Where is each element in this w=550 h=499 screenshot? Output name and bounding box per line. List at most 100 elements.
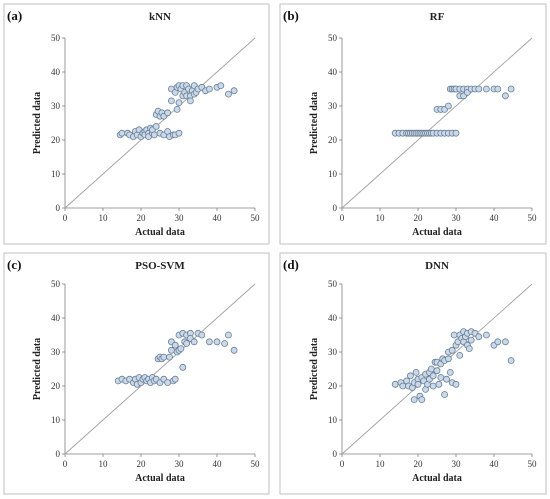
x-tick-label: 30 — [452, 213, 462, 223]
data-point — [391, 380, 399, 388]
y-tick-label: 10 — [328, 415, 338, 425]
chart-title: DNN — [425, 260, 449, 272]
data-point — [183, 340, 191, 347]
y-tick-label: 20 — [328, 381, 338, 391]
x-tick-label: 10 — [376, 213, 386, 223]
x-tick-label: 40 — [490, 213, 500, 223]
x-tick-label: 10 — [99, 459, 109, 469]
y-tick-label: 10 — [328, 169, 338, 179]
data-point — [456, 351, 464, 359]
data-point — [429, 372, 437, 380]
data-point — [205, 85, 213, 93]
x-tick-label: 0 — [63, 459, 68, 469]
panel-frame — [3, 3, 270, 245]
y-tick-label: 10 — [51, 169, 61, 179]
data-point — [190, 338, 198, 346]
y-tick-label: 50 — [51, 33, 61, 43]
reference-diagonal-line — [341, 37, 533, 209]
y-tick-label: 0 — [56, 203, 61, 213]
data-point — [446, 368, 454, 376]
x-tick-label: 0 — [340, 213, 345, 223]
data-point — [450, 331, 458, 339]
y-tick-label: 20 — [328, 135, 338, 145]
data-point — [205, 338, 213, 346]
data-point — [166, 353, 173, 361]
data-point — [467, 336, 475, 344]
data-point — [412, 368, 420, 376]
data-point — [150, 131, 158, 139]
data-point — [452, 380, 460, 388]
data-point — [448, 346, 456, 354]
panel-frame — [279, 3, 547, 245]
data-point — [175, 99, 183, 106]
y-tick-label: 40 — [51, 67, 61, 77]
panel-label: (a) — [7, 8, 22, 23]
data-point — [186, 97, 194, 105]
data-point — [475, 333, 483, 341]
y-tick-label: 10 — [51, 415, 61, 425]
data-point — [435, 380, 443, 388]
x-tick-label: 30 — [175, 213, 185, 223]
x-tick-label: 30 — [175, 459, 185, 469]
x-axis-title: Actual data — [412, 473, 462, 484]
data-point — [224, 90, 232, 98]
y-tick-label: 0 — [56, 449, 61, 459]
data-point — [175, 129, 183, 137]
data-point — [429, 382, 437, 390]
data-point — [414, 380, 422, 388]
chart-title: kNN — [149, 11, 171, 23]
x-tick-label: 50 — [251, 459, 261, 469]
x-tick-label: 10 — [99, 213, 109, 223]
data-point — [171, 341, 179, 349]
x-tick-label: 50 — [251, 213, 261, 223]
x-tick-label: 40 — [490, 459, 500, 469]
data-point — [465, 345, 473, 353]
data-point — [160, 353, 168, 361]
y-tick-label: 30 — [51, 347, 61, 357]
data-point — [507, 357, 515, 364]
data-point — [213, 338, 221, 346]
data-point — [418, 396, 426, 404]
x-axis-title: Actual data — [412, 227, 462, 238]
y-tick-label: 0 — [333, 203, 338, 213]
x-tick-label: 0 — [63, 213, 68, 223]
data-point — [164, 379, 172, 387]
x-tick-label: 0 — [340, 459, 345, 469]
data-point — [427, 365, 435, 373]
data-point — [475, 85, 483, 93]
y-tick-label: 30 — [328, 347, 338, 357]
data-point — [494, 338, 502, 346]
data-point — [452, 129, 460, 137]
data-point — [173, 106, 181, 113]
y-axis-title: Predicted data — [309, 338, 320, 400]
data-point — [501, 92, 509, 100]
chart-title: RF — [430, 11, 445, 23]
data-point — [494, 85, 502, 93]
data-point — [164, 109, 172, 117]
x-tick-label: 30 — [452, 459, 462, 469]
data-point — [444, 102, 452, 110]
data-point — [152, 123, 160, 130]
data-point — [433, 367, 441, 375]
y-tick-label: 20 — [51, 135, 61, 145]
data-point — [167, 346, 175, 354]
x-tick-label: 10 — [376, 459, 386, 469]
x-tick-label: 40 — [213, 459, 223, 469]
data-point — [437, 374, 445, 381]
panel-2: (b) RF 0 10 20 30 40 50 0 10 20 30 40 50 Actual data Pr… — [279, 3, 547, 245]
reference-diagonal-line — [64, 37, 256, 209]
data-point — [230, 346, 238, 354]
y-tick-label: 40 — [328, 67, 338, 77]
data-point — [444, 355, 452, 363]
x-tick-label: 50 — [528, 213, 538, 223]
x-tick-label: 20 — [137, 213, 147, 223]
data-point — [443, 375, 450, 383]
y-axis-title: Predicted data — [309, 92, 320, 154]
data-point — [167, 97, 175, 105]
data-point — [217, 82, 225, 89]
data-point — [482, 331, 490, 339]
chart-title: PSO-SVM — [135, 260, 185, 272]
panel-label: (d) — [283, 257, 299, 272]
data-point — [482, 85, 490, 93]
